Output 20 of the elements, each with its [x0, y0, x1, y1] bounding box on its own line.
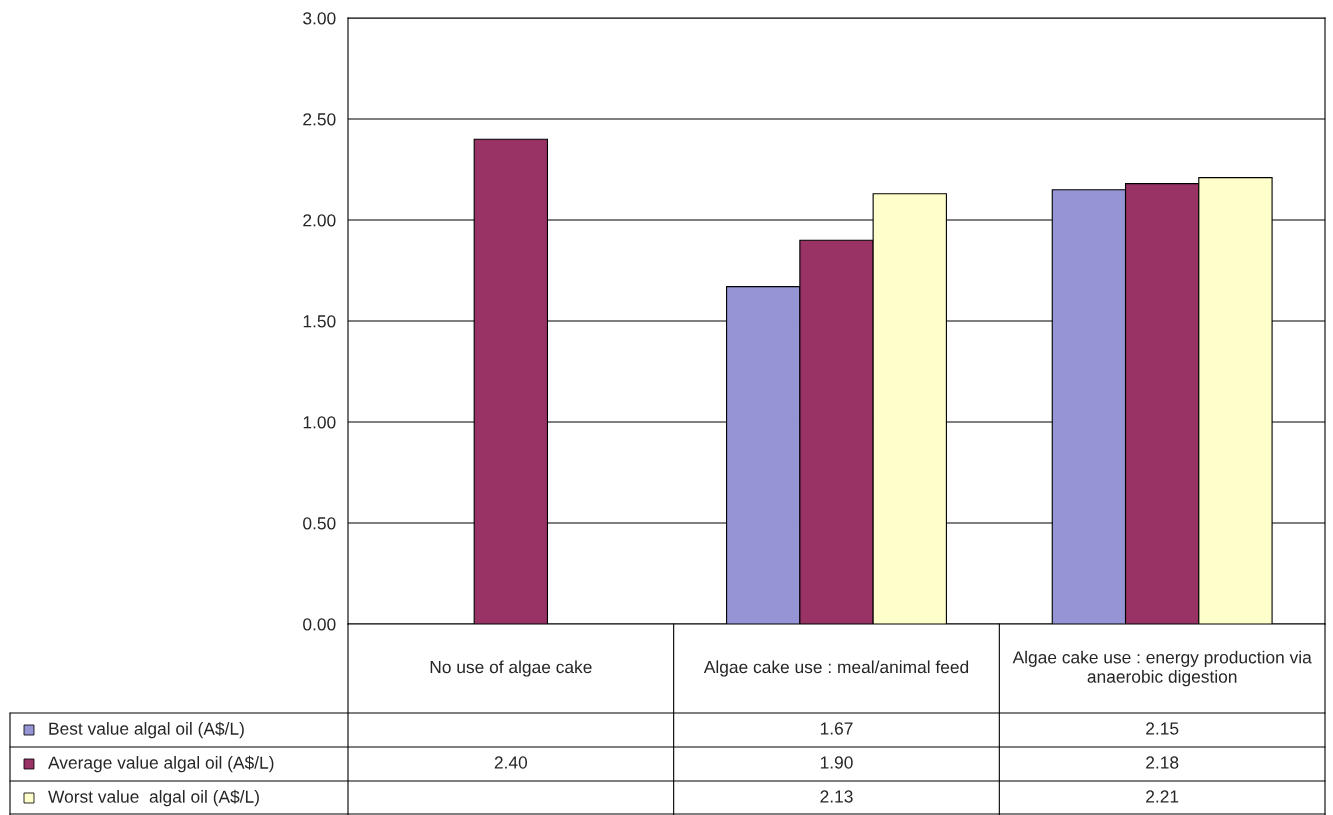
legend-label: Average value algal oil (A$/L): [48, 755, 274, 773]
y-tick-label: 2.00: [303, 214, 336, 227]
y-tick-label: 3.00: [303, 12, 336, 25]
legend-label: Best value algal oil (A$/L): [49, 721, 244, 739]
data-label: 2.21: [1146, 790, 1179, 803]
data-label: 1.90: [820, 756, 853, 769]
y-tick-label: 2.50: [303, 113, 336, 126]
x-tick-label: Algae cake use : energy production via anaerobic digestion: [1012, 650, 1312, 687]
data-label: 2.18: [1146, 756, 1179, 769]
y-tick-label: 1.00: [303, 416, 336, 429]
legend-label: Worst value algal oil (A$/L): [48, 789, 259, 807]
data-label: 2.13: [820, 790, 853, 803]
x-tick-label: No use of algae cake: [430, 660, 592, 677]
data-label: 2.15: [1146, 722, 1179, 735]
y-tick-label: 0.00: [303, 618, 336, 631]
x-tick-label: Algae cake use : meal/animal feed: [703, 660, 969, 677]
data-label: 2.40: [494, 756, 528, 769]
data-label: 1.67: [820, 722, 853, 735]
y-tick-label: 1.50: [303, 315, 336, 328]
y-tick-label: 0.50: [303, 517, 336, 530]
